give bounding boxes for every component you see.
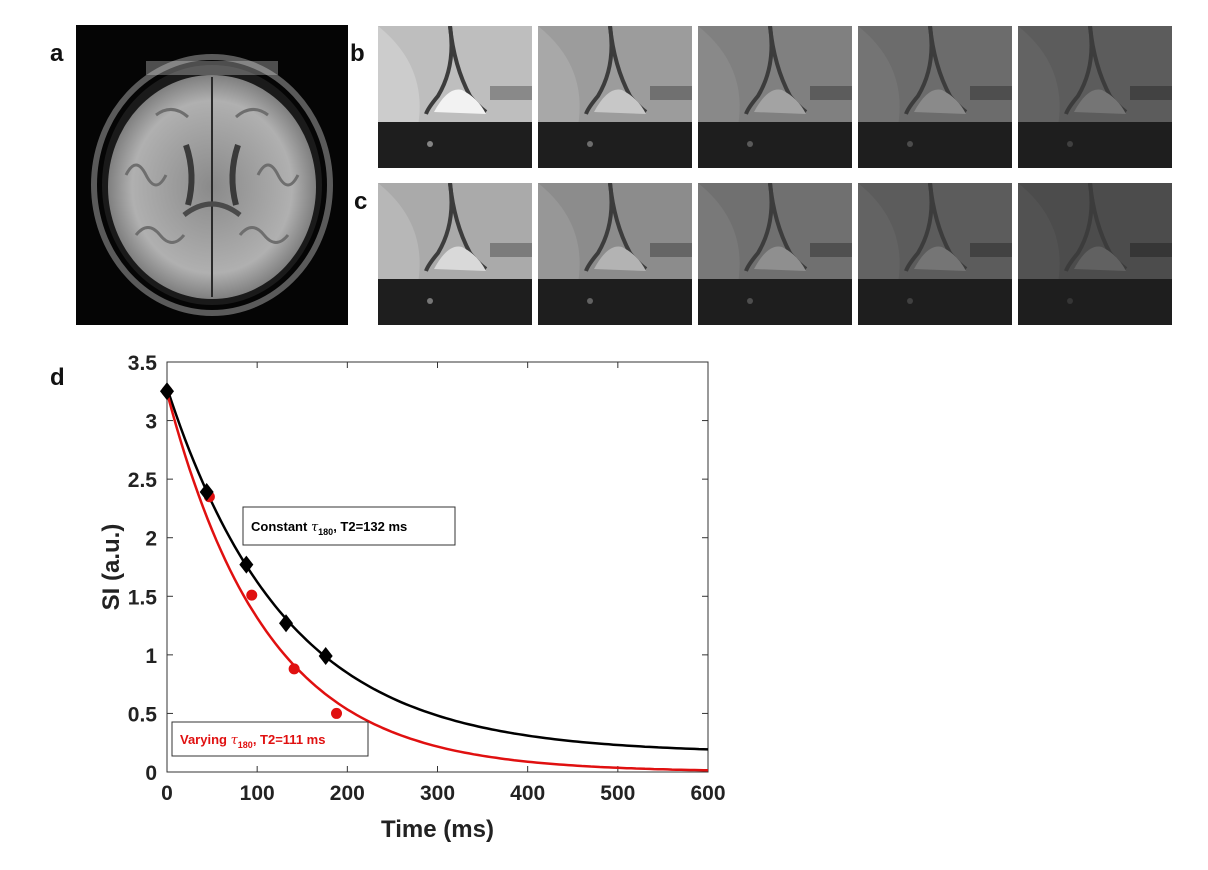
t2-decay-chart: 0 100 200 300 400 500 600 0 0.5 1 1.5 2 2.5 3 3.5 Time… [0, 340, 760, 865]
echo-image-c-2 [538, 183, 692, 325]
panel-label-b: b [350, 40, 365, 67]
data-markers [160, 382, 343, 719]
echo-image-c-3 [698, 183, 852, 325]
panel-label-c: c [354, 188, 368, 215]
echo-image-b-3 [698, 26, 852, 168]
x-tick-label: 200 [330, 782, 365, 805]
legends: Constant τ180, T2=132 ms Varying τ180, T2… [171, 506, 456, 757]
echo-image-c-5 [1018, 183, 1172, 325]
x-axis-label: Time (ms) [381, 816, 494, 843]
x-tick-label: 600 [690, 782, 725, 805]
data-point-circle [331, 707, 343, 719]
fit-curve-2 [165, 392, 709, 772]
fit-curves [165, 387, 709, 772]
x-tick-label: 0 [161, 782, 173, 805]
y-tick-label: 2 [145, 528, 157, 551]
y-tick-label: 1.5 [128, 586, 158, 609]
data-point-circle [246, 589, 258, 601]
y-tick-label: 0.5 [128, 703, 158, 726]
legend-box-2 [171, 721, 369, 757]
y-tick-label: 3.5 [128, 352, 158, 375]
y-tick-label: 0 [145, 762, 157, 785]
data-point-diamond [160, 382, 174, 401]
echo-image-strip-c [378, 183, 1178, 329]
legend-box-1 [242, 506, 456, 546]
legend-text-2: Varying τ180, T2=111 ms [180, 732, 325, 750]
y-tick-label: 3 [145, 411, 157, 434]
y-tick-label: 2.5 [128, 469, 158, 492]
x-tick-label: 300 [420, 782, 455, 805]
echo-image-b-4 [858, 26, 1012, 168]
x-tick-label: 500 [600, 782, 635, 805]
echo-image-c-4 [858, 183, 1012, 325]
y-axis-label: SI (a.u.) [98, 524, 125, 611]
panel-label-d: d [50, 364, 65, 391]
fit-curve-1 [165, 387, 709, 751]
data-point-diamond [239, 555, 254, 574]
data-point-diamond [199, 483, 214, 502]
x-tick-label: 100 [240, 782, 275, 805]
panel-label-a: a [50, 40, 64, 67]
echo-image-c-1 [378, 183, 532, 325]
data-point-diamond [279, 614, 294, 633]
data-point-circle [288, 663, 300, 675]
echo-image-strip-b [378, 26, 1178, 172]
y-tick-label: 1 [145, 645, 157, 668]
echo-image-b-5 [1018, 26, 1172, 168]
echo-image-b-2 [538, 26, 692, 168]
legend-text-1: Constant τ180, T2=132 ms [251, 519, 407, 537]
x-tick-label: 400 [510, 782, 545, 805]
chart-svg: 0 100 200 300 400 500 600 0 0.5 1 1.5 2 2.5 3 3.5 Time… [98, 352, 726, 843]
brain-mri-image [76, 25, 348, 325]
axis-ticks: 0 100 200 300 400 500 600 0 0.5 1 1.5 2 2.5 3 3.5 [128, 352, 726, 805]
echo-image-b-1 [378, 26, 532, 168]
data-point-diamond [318, 647, 333, 666]
